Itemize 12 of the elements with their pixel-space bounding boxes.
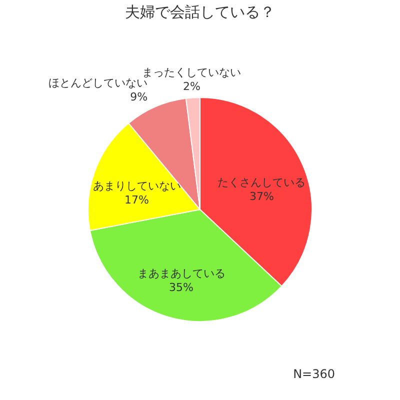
slice-label: まったくしていない xyxy=(142,66,242,79)
slice-label: あまりしていない xyxy=(92,180,181,193)
data-label: 35% xyxy=(169,281,194,294)
data-label: 37% xyxy=(249,190,274,203)
chart-title: 夫婦で会話している？ xyxy=(125,3,275,21)
data-label: 9% xyxy=(130,90,148,104)
slice-label: まあまあしている xyxy=(137,267,226,280)
text: N=360 xyxy=(293,367,335,381)
data-label: 2% xyxy=(182,80,200,93)
data-label: 17% xyxy=(124,194,149,207)
slice-label: ほとんどしていない xyxy=(48,76,148,90)
slice-label: たくさんしている xyxy=(218,176,306,189)
